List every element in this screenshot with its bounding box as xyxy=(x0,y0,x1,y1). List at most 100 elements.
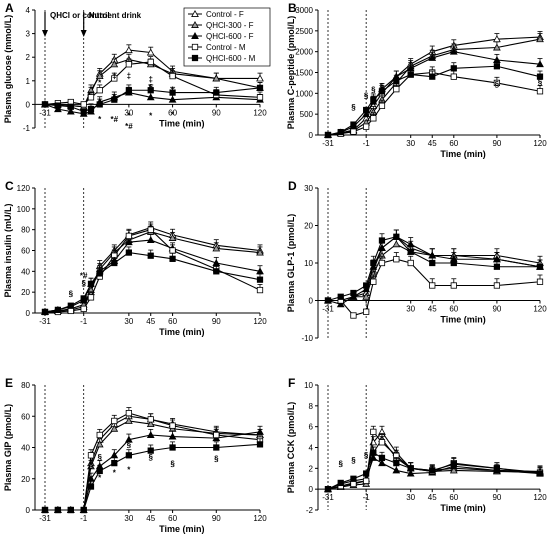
x-tick-label: 90 xyxy=(212,108,221,117)
x-tick-label: 90 xyxy=(212,514,221,523)
series-control-m xyxy=(324,252,544,319)
x-tick-label: 60 xyxy=(449,305,458,314)
significance-mark: § xyxy=(338,459,343,468)
data-point xyxy=(406,469,415,477)
series-line xyxy=(44,92,261,115)
data-point xyxy=(213,268,220,275)
data-point xyxy=(363,282,370,289)
y-tick-label: 100 xyxy=(17,205,31,214)
y-tick-label: 20 xyxy=(304,222,313,231)
legend-marker xyxy=(191,20,199,28)
significance-mark: * xyxy=(113,469,117,478)
y-tick-label: 0 xyxy=(309,485,314,494)
data-point xyxy=(429,259,436,267)
series-qhcl-600-f xyxy=(324,45,544,138)
data-point xyxy=(324,297,332,304)
x-tick-label: 90 xyxy=(492,305,501,314)
y-axis-title: Plasma GIP (pmol/L) xyxy=(3,404,13,491)
series-line xyxy=(45,415,261,511)
data-point xyxy=(536,88,544,95)
data-point xyxy=(169,255,176,262)
series-control-m xyxy=(41,223,264,316)
data-point xyxy=(256,94,264,101)
data-point xyxy=(370,96,377,103)
legend-label: Control - F xyxy=(206,10,244,19)
data-point xyxy=(147,447,154,454)
data-point xyxy=(256,248,264,256)
panel-e: E 0 20 40 60 80 -31 -1 30 45 60 90 120 Time (min) Plas… xyxy=(3,376,267,534)
data-point xyxy=(110,424,119,432)
data-point xyxy=(378,88,386,95)
significance-mark: § xyxy=(69,289,74,298)
data-point xyxy=(146,420,155,428)
data-point xyxy=(349,292,358,300)
data-point xyxy=(87,452,95,459)
data-point xyxy=(493,43,501,51)
data-point xyxy=(168,233,177,241)
series-qhcl-300-f xyxy=(324,237,544,304)
data-point xyxy=(125,410,132,417)
data-point xyxy=(450,282,457,289)
data-point xyxy=(493,63,501,70)
data-point xyxy=(429,73,436,80)
series-line xyxy=(328,243,541,302)
data-point xyxy=(378,243,386,251)
series-qhcl-600-m xyxy=(41,438,264,514)
data-point xyxy=(169,89,176,96)
series-line xyxy=(327,430,541,490)
data-point xyxy=(41,506,49,514)
y-tick-label: 500 xyxy=(300,110,314,119)
series-line xyxy=(45,431,261,511)
data-point xyxy=(393,86,400,93)
y-tick-label: 20 xyxy=(21,475,30,484)
significance-mark: § xyxy=(351,456,356,465)
legend-marker xyxy=(191,54,199,62)
event-label: Nutrient drink xyxy=(89,11,142,20)
data-point xyxy=(87,106,95,113)
series-line xyxy=(44,231,261,313)
data-point xyxy=(54,306,62,313)
significance-mark: § xyxy=(89,461,94,470)
y-tick-label: -2 xyxy=(306,506,314,515)
x-tick-label: 30 xyxy=(124,317,133,326)
y-tick-label: 2000 xyxy=(295,48,313,57)
data-point xyxy=(449,47,458,55)
significance-mark: § xyxy=(127,441,132,450)
series-line xyxy=(328,236,541,302)
y-tick-label: 3 xyxy=(26,30,31,39)
data-point xyxy=(169,444,176,451)
data-point xyxy=(429,467,436,474)
data-point xyxy=(147,252,154,259)
data-point xyxy=(337,293,344,300)
x-tick-label: -1 xyxy=(80,514,88,523)
x-tick-label: 30 xyxy=(124,108,133,117)
series-qhcl-600-m xyxy=(324,229,544,304)
panel-b: B 0 500 1000 1500 2000 2500 3000 -31 -1 30 45 60 90 12… xyxy=(286,1,547,159)
data-point xyxy=(125,452,132,459)
y-tick-label: 4 xyxy=(26,6,31,15)
y-tick-label: 20 xyxy=(21,288,30,297)
series-qhcl-600-m xyxy=(41,82,264,115)
panel-letter: A xyxy=(5,1,14,15)
y-axis-title: Plasma glucose (mmol/L) xyxy=(3,15,13,124)
series-qhcl-600-m xyxy=(41,246,264,316)
series-qhcl-300-f xyxy=(41,414,264,513)
x-tick-label: 90 xyxy=(492,139,501,148)
y-tick-label: 30 xyxy=(304,184,313,193)
data-point xyxy=(324,131,332,139)
data-point xyxy=(212,244,221,252)
x-tick-label: 45 xyxy=(428,305,437,314)
y-tick-label: 2500 xyxy=(295,27,313,36)
data-point xyxy=(536,60,544,68)
data-point xyxy=(378,454,386,462)
significance-mark: § xyxy=(148,453,153,462)
data-point xyxy=(493,263,501,270)
x-tick-label: -31 xyxy=(39,317,51,326)
significance-mark: § xyxy=(98,453,103,462)
significance-mark: § xyxy=(170,459,175,468)
data-point xyxy=(324,486,332,493)
significance-mark: * xyxy=(98,473,102,482)
data-point xyxy=(378,237,386,244)
x-tick-label: 60 xyxy=(168,317,177,326)
